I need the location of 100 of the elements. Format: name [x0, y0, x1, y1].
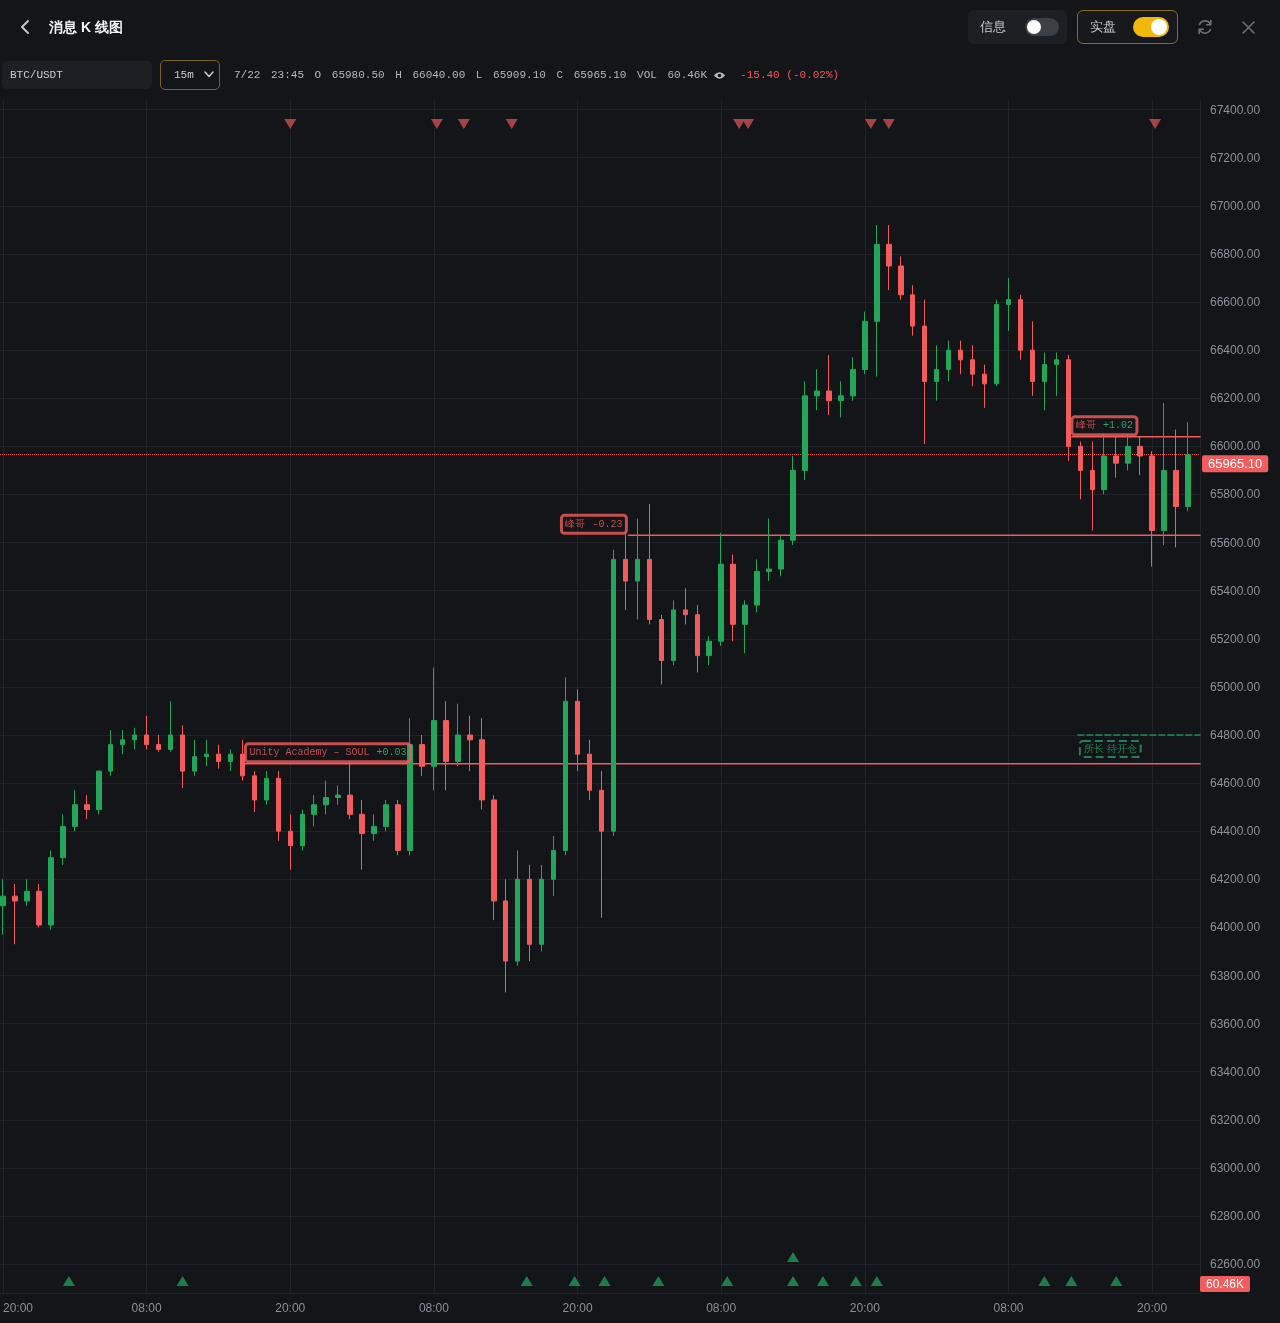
candlestick: [1030, 320, 1035, 397]
x-tick-label: 08:00: [418, 1301, 450, 1315]
y-tick-label: 63400.00: [1210, 1064, 1261, 1079]
y-tick-label: 64000.00: [1210, 920, 1261, 935]
y-tick-label: 64200.00: [1210, 872, 1261, 887]
candlestick: [551, 835, 556, 897]
candlestick: [455, 703, 461, 767]
candlestick: [180, 724, 185, 789]
candlestick: [431, 667, 437, 791]
x-tick-label: 20:00: [3, 1301, 34, 1315]
candlestick: [742, 599, 748, 654]
y-tick-label: 62600.00: [1210, 1257, 1261, 1272]
y-tick-label: 65800.00: [1210, 487, 1261, 502]
candlestick: [96, 770, 102, 815]
y-tick-label: 66600.00: [1210, 295, 1261, 310]
toggle-panel: 信息: [968, 10, 1067, 44]
candlestick: [611, 549, 616, 837]
y-tick-label: 66200.00: [1210, 391, 1261, 406]
candlestick: [264, 770, 269, 806]
candlestick: [718, 532, 724, 647]
candlestick: [754, 558, 760, 613]
chart-subtitle: 7/22 23:45 O 65980.50 H 66040.00 L 65909.10 C 65965.10 VOL 60.46K: [234, 69, 708, 81]
chart-title: 消息 K 线图: [49, 18, 123, 37]
candlestick: [814, 368, 820, 411]
candlestick: [503, 878, 508, 993]
candlestick: [311, 794, 317, 827]
candlestick: [563, 676, 568, 856]
candlestick: [1161, 402, 1167, 546]
candlestick: [168, 700, 173, 753]
y-tick-label: 65600.00: [1210, 535, 1261, 550]
annotation: 峰哥 -0.23: [565, 517, 623, 530]
candlestick: [108, 729, 113, 777]
candlestick: [982, 364, 987, 409]
x-tick-label: 08:00: [993, 1301, 1024, 1315]
candlestick: [60, 813, 66, 866]
y-tick-label: 64600.00: [1210, 776, 1261, 791]
candlestick: [216, 744, 221, 770]
candlestick: [599, 770, 604, 919]
x-tick-label: 08:00: [706, 1301, 737, 1315]
candlestick: [1054, 352, 1059, 397]
x-tick-label: 20:00: [849, 1301, 881, 1315]
candlestick: [539, 864, 544, 952]
candlestick: [838, 380, 844, 418]
y-tick-label: 63200.00: [1210, 1112, 1261, 1127]
candlestick: [778, 534, 784, 577]
x-tick-label: 20:00: [1137, 1301, 1168, 1315]
candlestick: [371, 813, 377, 842]
candlestick: [252, 770, 257, 813]
y-tick-label: 67000.00: [1210, 198, 1261, 213]
y-tick-label: 66800.00: [1210, 246, 1261, 261]
candlestick: [635, 518, 640, 621]
candlestick: [671, 599, 676, 666]
candlestick: [766, 518, 772, 582]
candlestick: [1185, 421, 1191, 512]
candlestick: [144, 715, 149, 750]
y-tick-label: 67200.00: [1210, 150, 1261, 165]
candlestick: [886, 224, 892, 291]
candlestick: [0, 878, 6, 936]
y-tick-label: 65400.00: [1210, 583, 1261, 598]
y-tick-label: 64800.00: [1210, 727, 1261, 742]
candlestick: [72, 789, 78, 832]
candlestick: [24, 878, 30, 907]
x-tick-label: 20:00: [275, 1301, 306, 1315]
candlestick: [695, 604, 700, 673]
candlestick: [958, 340, 963, 375]
candlestick: [1125, 433, 1131, 471]
candlestick: [802, 380, 808, 481]
candlestick: [898, 255, 904, 301]
candlestick: [36, 883, 42, 928]
candlestick: [395, 799, 401, 856]
candlestick: [84, 794, 90, 820]
text-field: BTC/USDT: [2, 61, 152, 89]
candlestick: [335, 784, 341, 806]
candlestick: [383, 799, 389, 832]
y-tick-label: 66000.00: [1210, 439, 1261, 454]
candlestick: [826, 354, 832, 416]
candlestick: [1042, 352, 1047, 411]
annotation: 所长 待开仓: [1083, 743, 1137, 755]
y-tick-label: 63000.00: [1210, 1160, 1261, 1175]
candlestick: [1006, 277, 1011, 332]
y-tick-label: 63600.00: [1210, 1016, 1261, 1031]
candlestick: [790, 455, 796, 546]
annotation: Unity Academy – SOUL +0.03: [249, 747, 407, 759]
annotation: 峰哥 +1.02: [1075, 419, 1133, 432]
candlestick: [132, 727, 137, 750]
dropdown: 15m: [160, 60, 220, 90]
y-tick-label: 66400.00: [1210, 343, 1261, 358]
candlestick: [288, 813, 293, 871]
candlestick: [683, 587, 688, 625]
candlestick: [874, 224, 880, 378]
x-tick-label: 08:00: [131, 1301, 162, 1315]
candlestick: [323, 780, 329, 815]
candlestick: [850, 356, 856, 402]
candlestick: [228, 748, 233, 772]
candlestick: [276, 770, 281, 842]
text: 60.46K: [1200, 1276, 1251, 1292]
ref-line-label: 65965.10: [1208, 456, 1263, 472]
y-tick-label: 65000.00: [1210, 679, 1261, 694]
y-tick-label: 64400.00: [1210, 824, 1261, 839]
x-tick-label: 20:00: [562, 1301, 593, 1315]
